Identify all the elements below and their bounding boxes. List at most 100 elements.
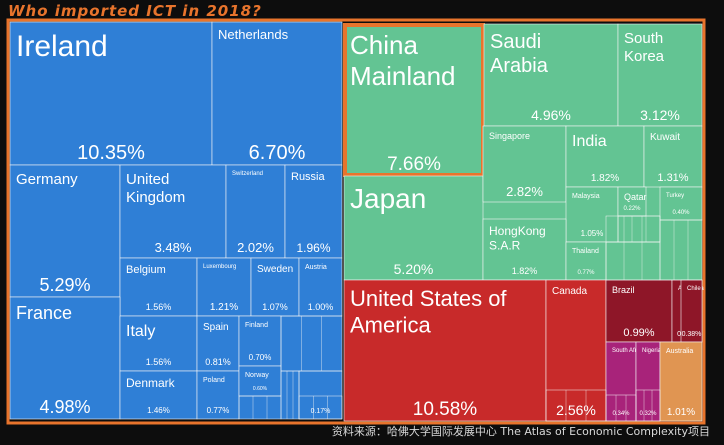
minor-tile-group [617, 215, 661, 243]
tile-value-united-states-of-america: 10.58% [413, 399, 478, 420]
tile-value-switzerland: 2.02% [237, 240, 274, 255]
tile-sweden [250, 257, 300, 317]
tile-label-netherlands: Netherlands [218, 27, 289, 42]
tile-value-malaysia: 1.05% [581, 229, 604, 238]
minor-tile-group [280, 370, 300, 420]
tile-label-united-kingdom: United [126, 171, 169, 188]
tile-value-saudi-arabia: 4.96% [531, 107, 571, 123]
tile-label-ireland: Ireland [16, 30, 108, 63]
tile-label-chile: Chile [687, 286, 701, 292]
tile-saudi-arabia [483, 23, 619, 127]
tile-value-thailand: 0.77% [577, 270, 595, 276]
tile-value-russia: 1.96% [296, 241, 330, 255]
tile-value-germany: 5.29% [39, 275, 90, 295]
tile-label-singapore: Singapore [489, 131, 530, 141]
tile-south-africa [605, 341, 637, 422]
tile-value-norway: 0.60% [253, 386, 268, 392]
minor-tile-group [238, 395, 282, 420]
tile-australia [659, 341, 703, 422]
tile-label-japan: Japan [350, 183, 426, 214]
tile-nigeria [635, 341, 661, 422]
tile-value-south-korea: 3.12% [640, 107, 680, 123]
tile-label-turkey: Turkey [666, 193, 684, 199]
tile-spain [196, 315, 240, 372]
tile-label-switzerland: Switzerland [232, 171, 263, 177]
tile-poland [196, 370, 240, 420]
tile-label-france: France [16, 303, 72, 323]
tile-value-japan: 5.20% [394, 261, 434, 277]
tile-label-hong-kong-s-a-r: HongKong [489, 224, 546, 238]
tile-label-finland: Finland [245, 322, 268, 329]
source-note: 资料来源：哈佛大学国际发展中心 The Atlas of Economic Co… [331, 425, 710, 438]
tile-kuwait [643, 125, 703, 188]
tile-label-united-states-of-america: America [350, 312, 431, 337]
chart-frame [6, 18, 706, 425]
tile-label-nigeria: Nigeria [642, 348, 662, 354]
tile-label-denmark: Denmark [126, 376, 176, 390]
tile-value-denmark: 1.46% [147, 406, 170, 415]
tile-brazil [605, 279, 673, 343]
tile-value-india: 1.82% [591, 173, 619, 184]
tile-austria [298, 257, 343, 317]
tile-label-sweden: Sweden [257, 264, 293, 275]
tile-label-india: India [572, 133, 607, 150]
tile-label-south-korea: Korea [624, 48, 665, 65]
tile-label-kuwait: Kuwait [650, 132, 680, 143]
tile-value-sweden: 1.07% [262, 302, 288, 312]
tile-value-france: 4.98% [39, 397, 90, 417]
tile-norway [238, 365, 282, 397]
tile-belgium [119, 257, 198, 317]
tile-value-turkey: 0.40% [672, 210, 690, 216]
tile-label-belgium: Belgium [126, 264, 166, 276]
tile-germany [9, 164, 121, 298]
tile-value-unlabeled: 0.17% [311, 408, 331, 415]
tile-switzerland [225, 164, 286, 259]
chart-title: Who imported ICT in 2018? [8, 2, 262, 20]
tile-value-spain: 0.81% [205, 357, 231, 367]
tile-label-italy: Italy [126, 323, 155, 340]
tile-france [9, 296, 121, 420]
tile-united-states-of-america [343, 279, 547, 422]
tile-value-netherlands: 6.70% [249, 142, 306, 164]
tile-value-south-africa: 0.34% [612, 411, 630, 417]
tile-label-germany: Germany [16, 171, 78, 188]
tile-value-kuwait: 1.31% [657, 172, 688, 184]
tile-label-china-mainland: Mainland [350, 61, 456, 91]
tile-value-nigeria: 0.32% [639, 411, 657, 417]
tile-label-united-states-of-america: United States of [350, 286, 507, 311]
tile-value-singapore: 2.82% [506, 184, 543, 199]
tile-value-brazil: 0.99% [623, 327, 654, 339]
tile-label-poland: Poland [203, 377, 225, 384]
tile-japan [343, 175, 484, 281]
tile-label-luxembourg: Luxembourg [203, 264, 236, 270]
tile-south-korea [617, 23, 703, 127]
tile-value-china-mainland: 7.66% [387, 154, 441, 175]
tile-label-malaysia: Malaysia [572, 193, 600, 200]
tile-unlabeled [298, 370, 343, 420]
tile-value-australia: 1.01% [667, 407, 695, 418]
tile-value-finland: 0.70% [249, 353, 272, 362]
tile-singapore [482, 125, 567, 203]
tile-value-canada: 2.56% [556, 402, 596, 418]
tile-label-saudi-arabia: Saudi [490, 31, 541, 53]
tile-label-russia: Russia [291, 171, 326, 183]
tile-label-brazil: Brazil [612, 285, 635, 295]
tile-label-south-korea: South [624, 30, 663, 47]
minor-tile-group [280, 315, 343, 372]
tile-value-luxembourg: 1.21% [210, 302, 238, 313]
tile-value-chile: 0.38% [682, 331, 702, 338]
tile-india [565, 125, 645, 188]
tile-label-hong-kong-s-a-r: S.A.R [489, 238, 521, 252]
highlight-box [343, 23, 485, 177]
tile-russia [284, 164, 343, 259]
tile-italy [119, 315, 198, 372]
tile-qatar [617, 186, 647, 217]
tile-value-ireland: 10.35% [77, 142, 145, 164]
minor-tile-group [605, 394, 637, 422]
tile-label-united-kingdom: Kingdom [126, 189, 185, 206]
tile-label-qatar: Qatar [624, 192, 647, 202]
tile-label-spain: Spain [203, 322, 229, 333]
tile-value-italy: 1.56% [146, 357, 172, 367]
tile-value-united-kingdom: 3.48% [155, 240, 192, 255]
